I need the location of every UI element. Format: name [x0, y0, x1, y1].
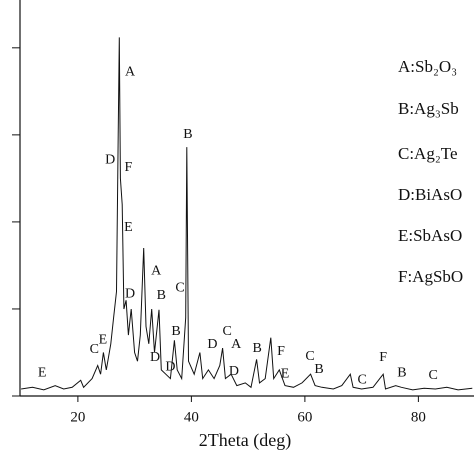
- legend-entry: E:SbAsO: [398, 226, 462, 245]
- x-tick-label: 60: [297, 409, 312, 425]
- peak-label: D: [150, 350, 160, 365]
- peak-label: A: [125, 64, 136, 79]
- peak-label: C: [175, 280, 184, 295]
- peak-label: B: [314, 362, 323, 377]
- peak-label: A: [231, 337, 242, 352]
- peak-label: C: [90, 342, 99, 357]
- x-tick-label: 20: [70, 409, 85, 425]
- peak-label: C: [358, 373, 367, 388]
- peak-label: F: [379, 350, 387, 365]
- legend-entry: A:Sb₂O₃: [398, 57, 457, 76]
- peak-label: B: [253, 341, 262, 356]
- legend-entry: B:Ag₃Sb: [398, 99, 459, 118]
- peak-label: B: [157, 288, 166, 303]
- peak-label: D: [229, 364, 239, 379]
- peak-label: F: [277, 344, 285, 359]
- peak-label: E: [124, 220, 133, 235]
- peak-label: C: [305, 349, 314, 364]
- peak-label: A: [151, 264, 162, 279]
- peak-label: C: [222, 324, 231, 339]
- peak-label: E: [38, 366, 47, 381]
- peak-label: B: [183, 127, 192, 142]
- legend-entry: C:Ag₂Te: [398, 144, 458, 163]
- peak-label: E: [99, 333, 108, 348]
- peak-label: B: [171, 324, 180, 339]
- peak-label: C: [428, 368, 437, 383]
- x-tick-label: 80: [411, 409, 426, 425]
- x-tick-label: 40: [184, 409, 199, 425]
- peak-label: F: [124, 160, 132, 175]
- xrd-line: [21, 37, 473, 391]
- peak-label: D: [165, 359, 175, 374]
- legend-entry: F:AgSbO: [398, 267, 463, 286]
- peak-label: D: [207, 337, 217, 352]
- peak-label: E: [281, 366, 290, 381]
- peak-label: D: [105, 152, 115, 167]
- legend-entry: D:BiAsO: [398, 185, 462, 204]
- peak-label: B: [397, 366, 406, 381]
- peak-label: D: [125, 286, 135, 301]
- x-axis-label: 2Theta (deg): [199, 430, 291, 451]
